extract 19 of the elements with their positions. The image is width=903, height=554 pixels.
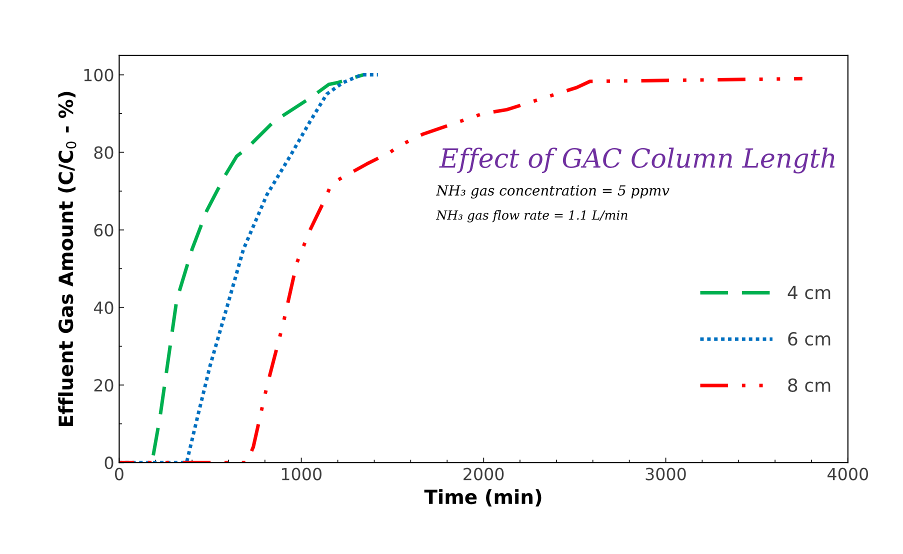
y-tick-label: 60 [94,224,114,236]
x-tick-label: 1000 [282,468,322,480]
y-tick-label: 0 [104,456,114,470]
y-tick-label: 80 [94,146,114,159]
legend-label: 8 cm [788,378,830,392]
x-tick-label: 3000 [646,468,686,480]
legend-label: 4 cm [788,286,830,300]
x-tick-label: 4000 [828,468,868,480]
x-tick-label: 2000 [464,468,504,480]
annotation: NH₃ gas concentration = 5 ppmv [436,185,670,199]
x-axis-title: Time (min) [424,489,542,506]
y-axis-title: Effluent Gas Amount (C/C$_{0}$ - %) [58,92,76,426]
annotation: NH₃ gas flow rate = 1.1 L/min [436,210,628,222]
legend-label: 6 cm [788,332,830,346]
y-tick-label: 20 [94,378,114,392]
y-tick-label: 40 [94,301,114,314]
text: Effect of GAC Column Length [439,148,835,174]
y-tick-label: 100 [84,68,114,82]
x-tick-label: 0 [114,468,124,480]
